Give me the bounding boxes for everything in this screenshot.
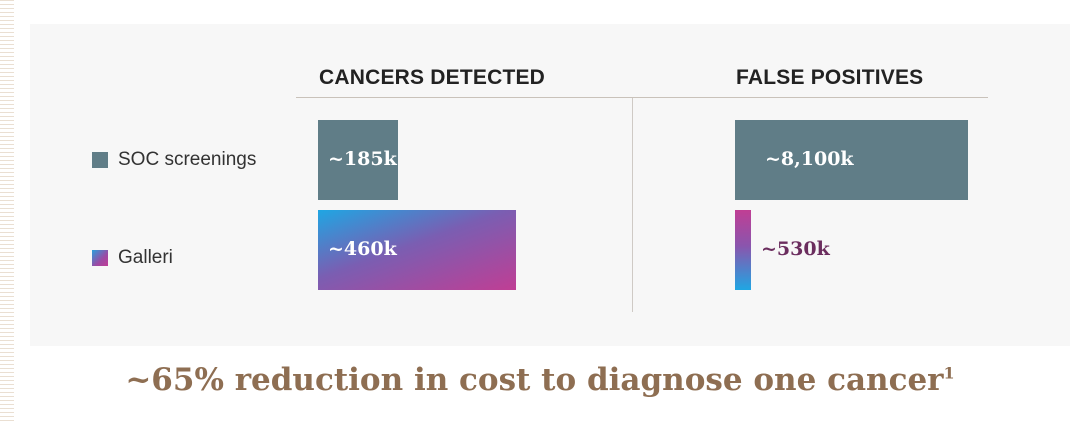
- bar-label-cancers-detected-galleri: ~460k: [328, 238, 397, 260]
- header-rule: [296, 97, 988, 98]
- panel-divider: [632, 98, 633, 312]
- bar-label-false-positives-soc: ~8,100k: [765, 148, 854, 170]
- legend-item-galleri: Galleri: [92, 246, 173, 270]
- bar-label-cancers-detected-soc: ~185k: [328, 148, 397, 170]
- legend-swatch-galleri: [92, 250, 108, 266]
- footer-footnote-marker: 1: [943, 363, 955, 383]
- header-cancers-detected: CANCERS DETECTED: [319, 66, 546, 89]
- legend-swatch-soc: [92, 152, 108, 168]
- legend-label-soc: SOC screenings: [118, 149, 257, 170]
- decorative-left-rule: [0, 0, 14, 424]
- bar-false-positives-galleri: [735, 210, 751, 290]
- bar-cancers-detected-galleri: [318, 210, 516, 290]
- header-false-positives: FALSE POSITIVES: [736, 66, 924, 89]
- bar-cancers-detected-soc: [318, 120, 398, 200]
- legend-item-soc: SOC screenings: [92, 148, 256, 172]
- footer-text: ~65% reduction in cost to diagnose one c…: [125, 362, 944, 398]
- bar-label-false-positives-galleri: ~530k: [761, 238, 830, 260]
- legend-label-galleri: Galleri: [118, 247, 173, 268]
- bar-false-positives-soc: [735, 120, 968, 200]
- footer-statement: ~65% reduction in cost to diagnose one c…: [0, 362, 1080, 398]
